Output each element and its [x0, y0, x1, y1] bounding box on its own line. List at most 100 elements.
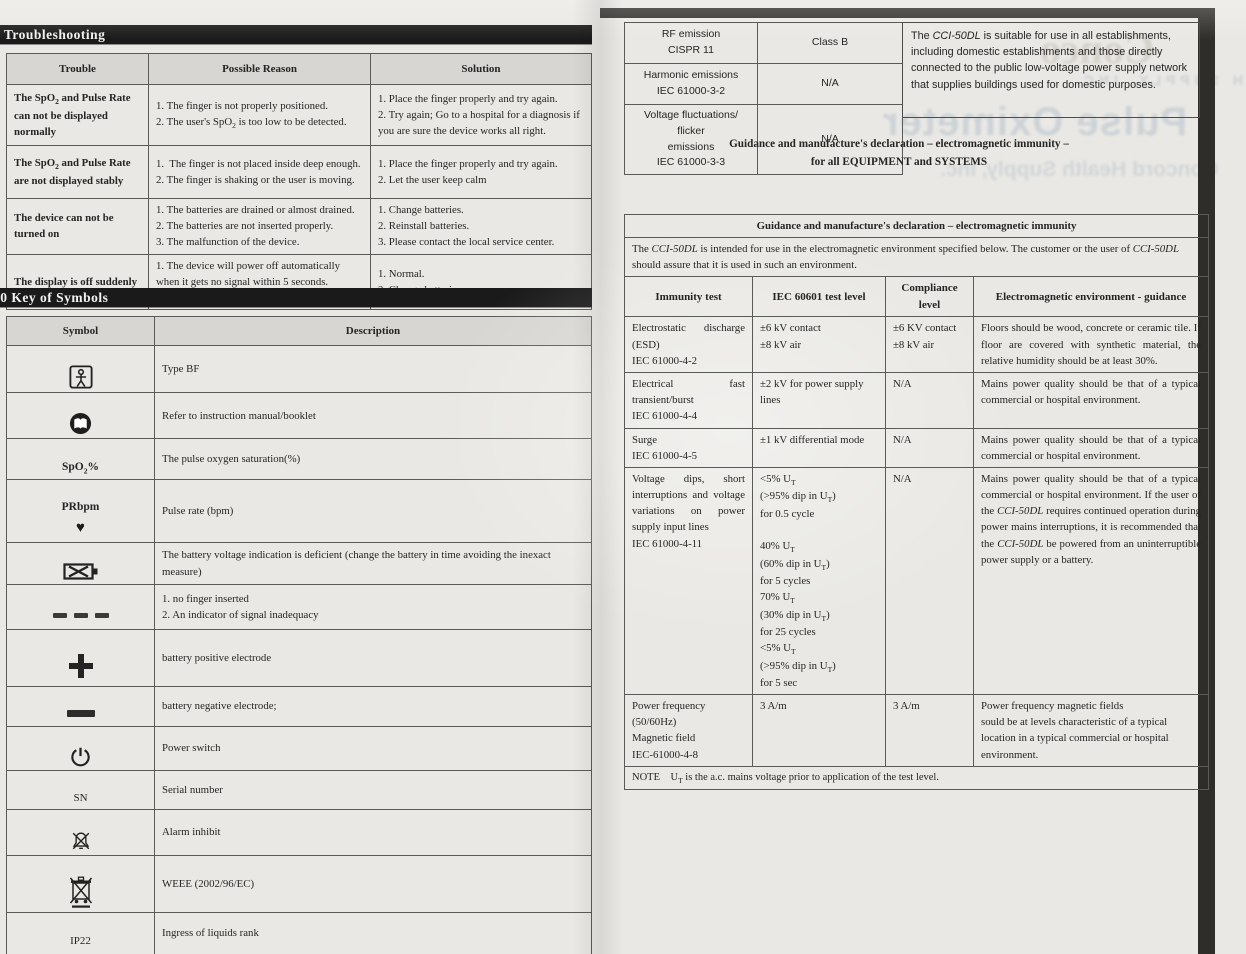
guidance-cell: Mains power quality should be that of a …: [972, 427, 1210, 468]
description-cell: 1. no finger inserted 2. An indicator of…: [154, 584, 592, 631]
symbol-cell: PRbpm ♥: [6, 479, 155, 544]
table-row: The SpO2 and Pulse Rate can not be displ…: [6, 84, 592, 146]
section-header-key-of-symbols: 10 Key of Symbols: [0, 288, 592, 307]
description-cell: Ingress of liquids rank: [154, 911, 592, 954]
test-level-cell: ±2 kV for power supply lines: [752, 371, 886, 429]
heading-all-equipment: Guidance and manufacture's declaration –…: [729, 138, 1069, 168]
pulse-rate-heart-icon: ♥: [76, 519, 85, 536]
immunity-test-cell: Surge IEC 61000-4-5: [624, 427, 753, 468]
description-cell: Refer to instruction manual/booklet: [154, 392, 592, 440]
troubleshooting-table: Trouble Possible Reason Solution The SpO…: [6, 53, 592, 311]
spo2-label: SpO2%: [62, 460, 99, 475]
emission-value-cell: N/A: [757, 63, 903, 105]
table-row: RF emission CISPR 11 Class B: [624, 22, 903, 64]
reason-cell: 1. The batteries are drained or almost d…: [148, 198, 371, 255]
symbol-cell: [6, 725, 155, 771]
immunity-test-cell: Power frequency (50/60Hz) Magnetic field…: [624, 694, 753, 767]
symbol-cell: [6, 629, 155, 688]
description-cell: Alarm inhibit: [154, 809, 592, 856]
col-header-compliance: Compliance level: [885, 276, 974, 318]
solution-cell: 1. Place the finger properly and try aga…: [370, 145, 592, 199]
section-title: 9 Troubleshooting: [0, 27, 106, 42]
symbol-cell: [6, 584, 155, 631]
col-header-solution: Solution: [370, 53, 592, 85]
symbol-cell: [6, 809, 155, 856]
table-row: PRbpm ♥ Pulse rate (bpm): [6, 479, 592, 544]
compliance-cell: 3 A/m: [885, 694, 974, 767]
table-row: WEEE (2002/96/EC): [6, 854, 592, 913]
manual-page-right: Conco HEALTH SUPPLY, INC. Pulse Oximeter…: [600, 0, 1246, 954]
description-cell: Type BF: [154, 344, 592, 394]
description-cell: Power switch: [154, 725, 592, 771]
table-header-row: Immunity test IEC 60601 test level Compl…: [624, 276, 1210, 318]
table-title: Guidance and manufacture's declaration –…: [623, 213, 1210, 239]
description-cell: battery positive electrode: [154, 629, 592, 688]
col-header-test-level: IEC 60601 test level: [752, 276, 886, 318]
description-cell: The pulse oxygen saturation(%): [154, 438, 592, 481]
table-row: Refer to instruction manual/booklet: [6, 392, 592, 440]
table-header-row: Symbol Description: [6, 316, 592, 346]
reason-cell: 1. The finger is not properly positioned…: [148, 84, 371, 146]
col-header-possible-reason: Possible Reason: [148, 53, 371, 85]
emissions-table: RF emission CISPR 11 Class B Harmonic em…: [624, 22, 903, 175]
solution-cell: 1. Change batteries. 2. Reinstall batter…: [370, 198, 592, 255]
immunity-test-cell: Voltage dips, short interruptions and vo…: [624, 466, 753, 696]
test-level-cell: ±1 kV differential mode: [752, 427, 886, 468]
battery-negative-icon: [66, 710, 95, 718]
description-cell: Pulse rate (bpm): [154, 479, 592, 544]
guidance-cell: Mains power quality should be that of a …: [972, 466, 1210, 696]
table-row: SpO2% The pulse oxygen saturation(%): [6, 438, 592, 481]
guidance-cell: Power frequency magnetic fields sould be…: [972, 694, 1210, 767]
battery-positive-icon: [68, 654, 93, 679]
symbol-cell: IP22: [6, 911, 155, 954]
key-of-symbols-table: Symbol Description Type BF Refer to inst…: [6, 316, 592, 954]
compliance-cell: N/A: [885, 466, 974, 696]
table-header-row: Trouble Possible Reason Solution: [6, 53, 592, 85]
table-row: Electrostatic discharge (ESD) IEC 61000-…: [624, 316, 1210, 373]
table-row: Power switch: [6, 725, 592, 771]
table-row: Voltage fluctuations/ flicker emissions …: [624, 104, 903, 175]
trouble-cell: The device can not be turned on: [6, 198, 149, 255]
emission-test-cell: RF emission CISPR 11: [624, 22, 758, 64]
table-row: 1. no finger inserted 2. An indicator of…: [6, 584, 592, 631]
guidance-cell: Mains power quality should be that of a …: [972, 371, 1210, 429]
col-header-trouble: Trouble: [6, 53, 149, 85]
table-row: Harmonic emissions IEC 61000-3-2 N/A: [624, 63, 903, 105]
alarm-inhibit-icon: [72, 832, 89, 849]
test-level-cell: 3 A/m: [752, 694, 886, 767]
test-level-cell: ±6 kV contact ±8 kV air: [752, 316, 886, 373]
table-row: battery positive electrode: [6, 629, 592, 688]
solution-cell: 1. Place the finger properly and try aga…: [370, 84, 592, 146]
guidance-cell: Floors should be wood, concrete or ceram…: [972, 316, 1210, 373]
table-row: Type BF: [6, 344, 592, 394]
no-signal-dashes-icon: [52, 613, 109, 619]
emission-test-cell: Voltage fluctuations/ flicker emissions …: [624, 104, 758, 175]
table-row: The device can not be turned on 1. The b…: [6, 198, 592, 255]
compliance-cell: N/A: [885, 427, 974, 468]
table-row: Electrical fast transient/burst IEC 6100…: [624, 371, 1210, 429]
table-intro: The CCI-50DL is intended for use in the …: [623, 237, 1210, 278]
weee-bin-icon: [69, 876, 92, 908]
section-title: 10 Key of Symbols: [0, 290, 109, 305]
table-note-row: NOTE UT is the a.c. mains voltage prior …: [623, 765, 1210, 791]
section-header-troubleshooting: 9 Troubleshooting: [0, 25, 592, 44]
prbpm-label: PRbpm: [61, 501, 100, 514]
symbol-cell: SpO2%: [6, 438, 155, 481]
immunity-table-all-equipment: Guidance and manufacture's declaration –…: [623, 213, 1210, 791]
suitability-note-box: The CCI-50DL is suitable for use in all …: [902, 22, 1200, 118]
instruction-manual-icon: [69, 413, 92, 435]
manual-page-left: 9 Troubleshooting Trouble Possible Reaso…: [0, 0, 594, 954]
immunity-test-cell: Electrical fast transient/burst IEC 6100…: [624, 371, 753, 429]
table-title-row: Guidance and manufacture's declaration –…: [623, 213, 1210, 239]
table-row: Power frequency (50/60Hz) Magnetic field…: [624, 694, 1210, 767]
table-row: The SpO2 and Pulse Rate are not displaye…: [6, 145, 592, 199]
symbol-cell: [6, 392, 155, 440]
compliance-cell: N/A: [885, 371, 974, 429]
table-row: Voltage dips, short interruptions and vo…: [624, 466, 1210, 696]
immunity-test-cell: Electrostatic discharge (ESD) IEC 61000-…: [624, 316, 753, 373]
table-row: battery negative electrode;: [6, 686, 592, 727]
symbol-cell: SN: [6, 769, 155, 811]
table-row: Surge IEC 61000-4-5 ±1 kV differential m…: [624, 427, 1210, 468]
table-note: NOTE UT is the a.c. mains voltage prior …: [623, 765, 1210, 791]
